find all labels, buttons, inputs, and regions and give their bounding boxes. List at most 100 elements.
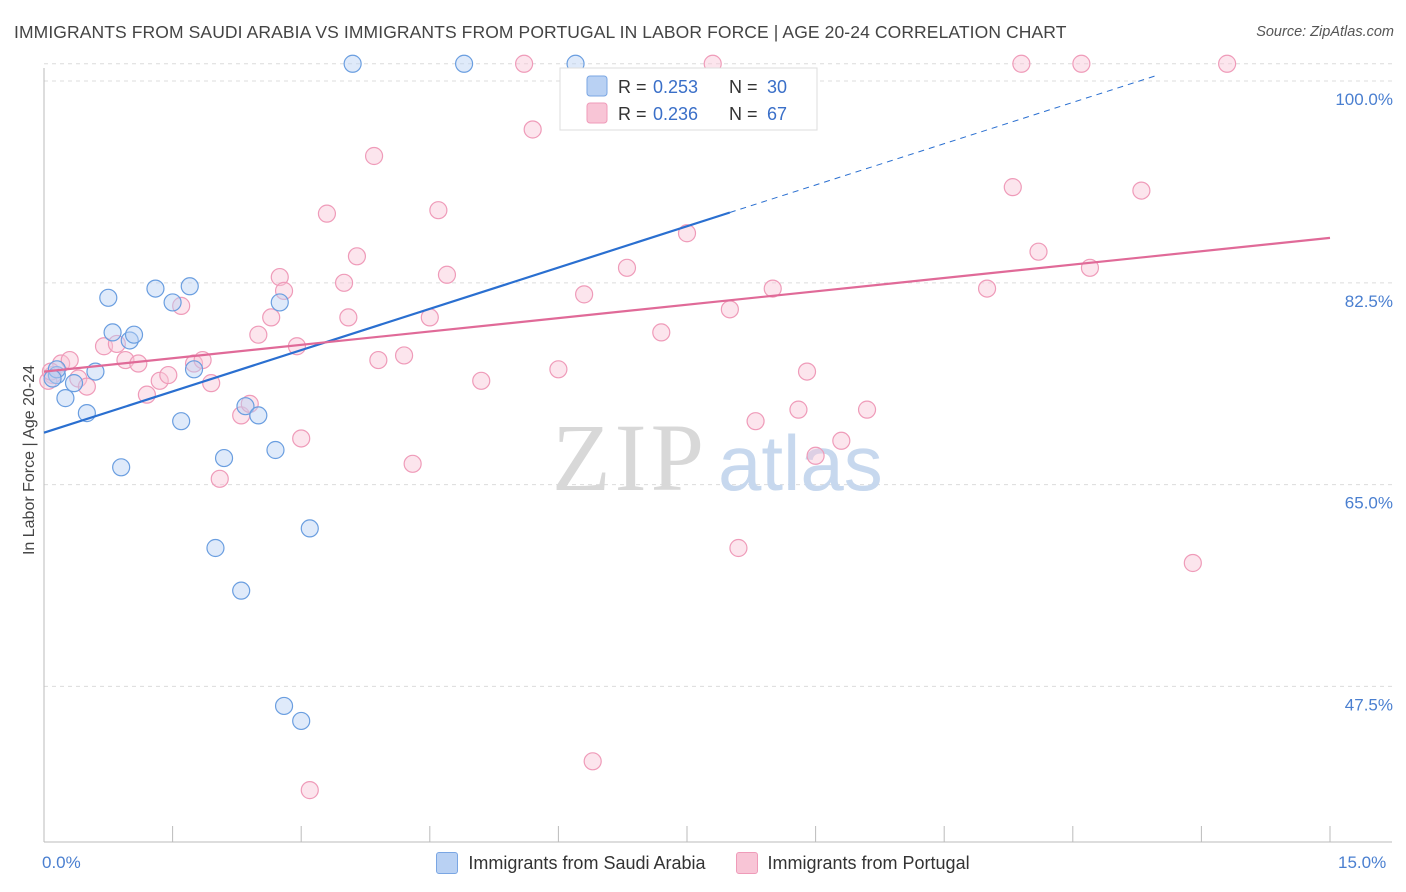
portugal-point-47	[720, 300, 739, 319]
portugal-point-24	[292, 429, 311, 448]
bottom-legend-swatch-saudi	[436, 852, 459, 874]
axes	[43, 68, 1392, 843]
portugal-point-41	[575, 285, 594, 304]
portugal-point-42	[583, 752, 602, 771]
portugal-point-19	[249, 325, 268, 344]
portugal-point-54	[832, 431, 851, 450]
saudi-point-29	[43, 369, 62, 388]
portugal-point-31	[369, 350, 388, 370]
portugal-point-27	[334, 273, 354, 292]
saudi-point-13	[180, 277, 199, 296]
portugal-point-45	[677, 224, 697, 243]
legend-n-value-saudi: 30	[767, 77, 787, 97]
y-tick-label-2: 65.0%	[1345, 494, 1393, 513]
grid-lines	[44, 63, 1392, 687]
saudi-point-23	[292, 711, 311, 731]
bottom-legend-swatch-portugal	[735, 852, 758, 874]
portugal-point-30	[364, 146, 384, 166]
bottom-legend: Immigrants from Saudi Arabia Immigrants …	[0, 852, 1406, 874]
portugal-point-53	[806, 446, 825, 465]
y-tick-label-3: 47.5%	[1345, 695, 1393, 714]
x-tick-label-max: 15.0%	[1338, 853, 1387, 872]
legend-n-label-saudi: N =	[729, 77, 758, 97]
portugal-point-51	[789, 400, 808, 419]
portugal-point-15	[202, 374, 221, 393]
legend-r-label-saudi: R =	[618, 77, 647, 97]
bottom-legend-label-portugal: Immigrants from Portugal	[767, 852, 970, 873]
legend-n-value-portugal: 67	[767, 104, 787, 124]
bottom-legend-item-portugal[interactable]: Immigrants from Portugal	[735, 852, 970, 874]
portugal-point-32	[394, 346, 414, 365]
saudi-point-10	[146, 279, 165, 298]
saudi-point-12	[172, 412, 191, 431]
portugal-point-21	[270, 267, 289, 287]
legend-n-label-portugal: N =	[729, 104, 758, 124]
portugal-point-40	[549, 360, 568, 379]
portugal-point-56	[977, 279, 997, 298]
saudi-point-6	[103, 323, 122, 342]
legend-swatch-saudi	[586, 75, 608, 97]
portugal-point-44	[652, 323, 671, 342]
watermark-zip: ZIP	[552, 404, 708, 511]
portugal-point-43	[617, 258, 637, 277]
saudi-point-18	[236, 397, 255, 416]
series-saudi-points	[43, 54, 585, 731]
bottom-legend-label-saudi: Immigrants from Saudi Arabia	[468, 852, 706, 873]
saudi-point-20	[266, 440, 285, 460]
portugal-point-25	[300, 781, 319, 800]
portugal-point-49	[746, 412, 765, 431]
source-label: Source: ZipAtlas.com	[1256, 24, 1394, 40]
saudi-point-21	[270, 293, 289, 312]
portugal-point-8	[129, 354, 148, 373]
portugal-point-50	[763, 279, 782, 298]
portugal-point-38	[515, 54, 534, 73]
saudi-point-19	[249, 406, 268, 425]
saudi-point-14	[184, 360, 204, 379]
saudi-point-17	[232, 581, 251, 600]
portugal-point-62	[1132, 181, 1151, 200]
saudi-point-15	[206, 538, 225, 558]
portugal-point-64	[1218, 54, 1237, 73]
portugal-point-48	[729, 538, 748, 558]
portugal-point-28	[339, 308, 358, 327]
chart-title: IMMIGRANTS FROM SAUDI ARABIA VS IMMIGRAN…	[14, 22, 1067, 42]
portugal-point-58	[1012, 54, 1031, 73]
portugal-point-20	[262, 308, 281, 327]
saudi-point-24	[300, 519, 319, 538]
y-tick-label-1: 82.5%	[1345, 292, 1393, 311]
portugal-point-39	[523, 120, 542, 139]
portugal-point-11	[159, 365, 178, 385]
portugal-point-33	[403, 454, 422, 473]
y-tick-labels: 100.0% 82.5% 65.0% 47.5%	[1335, 90, 1393, 714]
legend-swatch-portugal	[586, 102, 608, 124]
portugal-point-57	[1003, 178, 1022, 197]
saudi-point-9	[124, 325, 144, 344]
portugal-point-63	[1183, 553, 1202, 573]
y-tick-label-0: 100.0%	[1335, 90, 1393, 109]
legend-r-value-saudi: 0.253	[653, 77, 698, 97]
saudi-point-26	[454, 54, 474, 73]
portugal-point-26	[317, 204, 337, 223]
saudi-point-16	[214, 448, 234, 468]
x-tick-label-min: 0.0%	[42, 853, 81, 872]
watermark: ZIP atlas	[552, 404, 883, 511]
portugal-point-60	[1072, 54, 1091, 73]
portugal-point-36	[437, 265, 457, 284]
portugal-point-52	[797, 362, 817, 381]
portugal-point-22	[274, 281, 294, 300]
legend-r-value-portugal: 0.236	[653, 104, 698, 124]
saudi-point-25	[343, 54, 362, 73]
saudi-point-2	[64, 374, 84, 393]
saudi-point-1	[56, 389, 75, 408]
legend-r-label-portugal: R =	[618, 104, 647, 124]
trend-line-portugal	[43, 236, 1331, 373]
saudi-point-5	[99, 288, 118, 307]
bottom-legend-item-saudi[interactable]: Immigrants from Saudi Arabia	[436, 852, 706, 874]
portugal-point-59	[1029, 242, 1048, 261]
trend-line-saudi-extension	[729, 74, 1159, 213]
saudi-point-7	[112, 458, 131, 477]
saudi-point-11	[163, 293, 182, 312]
portugal-point-55	[857, 400, 877, 419]
portugal-point-29	[347, 247, 367, 266]
